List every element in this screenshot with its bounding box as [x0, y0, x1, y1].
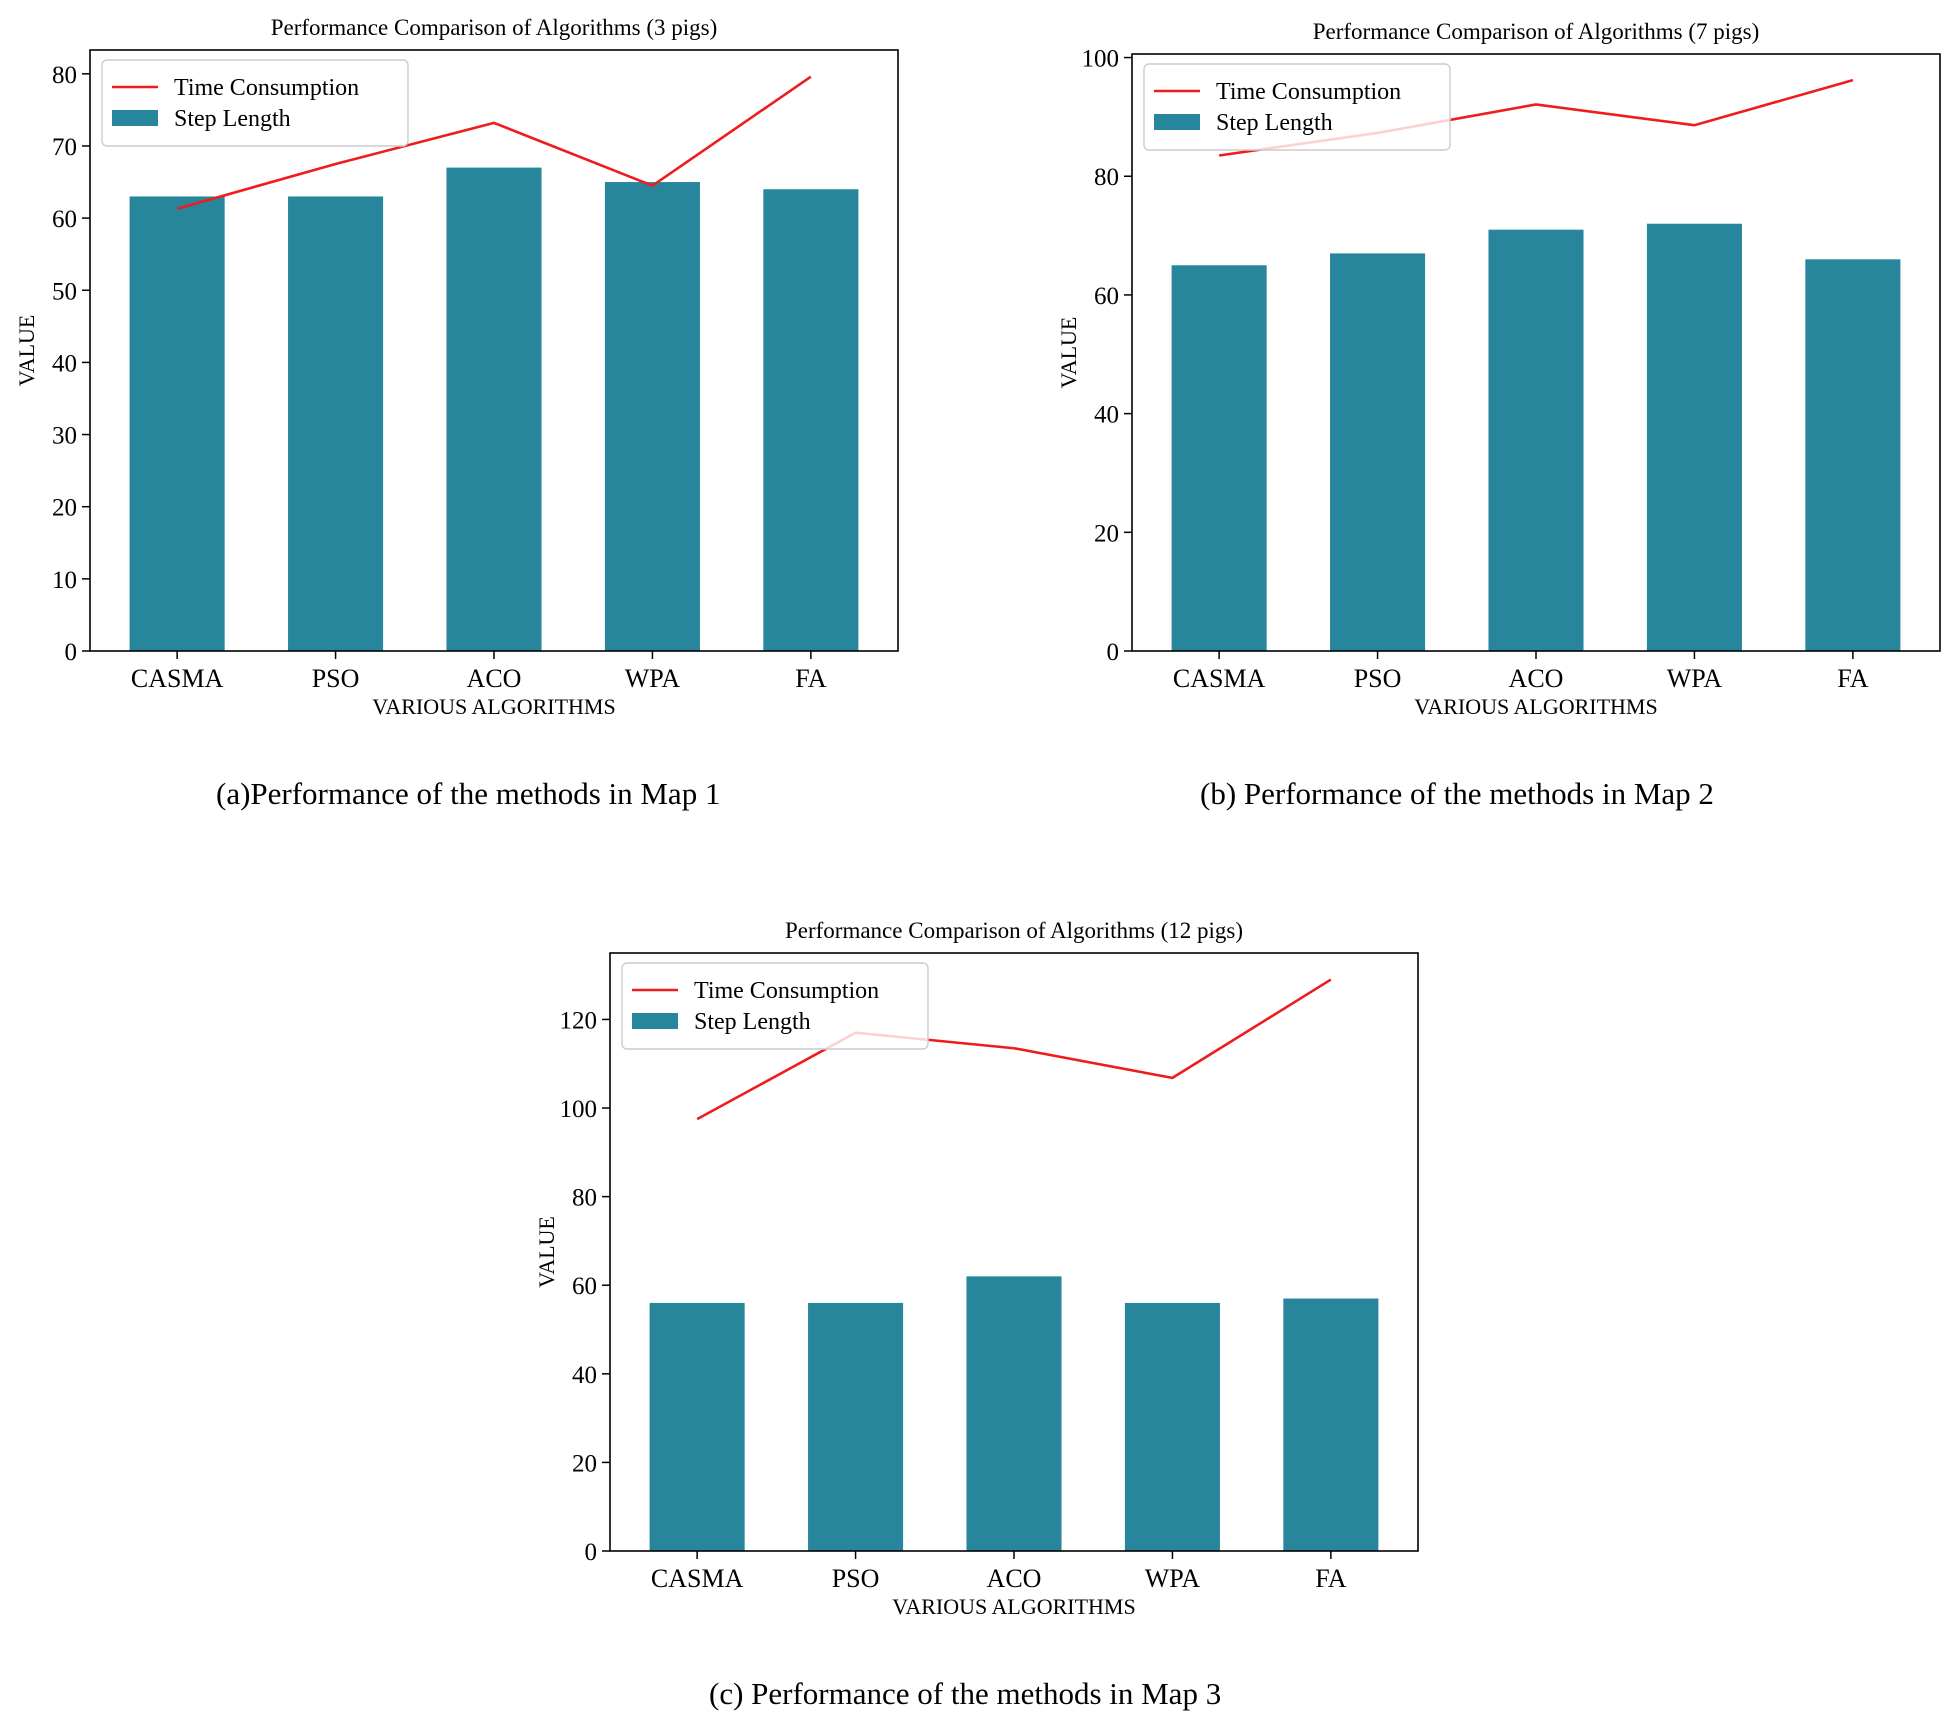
x-tick-label: FA [1837, 664, 1869, 693]
legend-box [1143, 63, 1451, 151]
bar-step-length-fa [1283, 1298, 1379, 1551]
legend-box [621, 962, 929, 1050]
bar-step-length-fa [1805, 259, 1901, 651]
legend-bar-swatch [632, 1013, 678, 1029]
chart-map-3: Performance Comparison of Algorithms (12… [534, 918, 1419, 1619]
y-tick-label: 20 [52, 495, 77, 522]
y-tick-label: 20 [1094, 520, 1119, 547]
bar-step-length-wpa [1646, 223, 1742, 651]
bar-step-length-pso [808, 1302, 904, 1551]
y-tick-label: 0 [65, 639, 78, 666]
y-tick-label: 60 [572, 1273, 597, 1300]
y-tick-label: 70 [52, 134, 77, 161]
y-tick-label: 50 [52, 278, 77, 305]
x-tick-label: FA [1315, 1564, 1347, 1593]
chart-title: Performance Comparison of Algorithms (12… [785, 918, 1243, 943]
bar-step-length-casma [1171, 265, 1267, 651]
x-tick-label: PSO [1354, 664, 1402, 693]
legend-label-time-consumption: Time Consumption [174, 75, 359, 101]
bar-step-length-aco [1488, 229, 1584, 651]
x-tick-label: ACO [467, 664, 522, 693]
x-tick-label: FA [795, 664, 827, 693]
y-tick-label: 60 [52, 206, 77, 233]
x-tick-label: CASMA [1173, 664, 1266, 693]
y-tick-label: 80 [52, 62, 77, 89]
x-tick-label: ACO [987, 1564, 1042, 1593]
legend-label-time-consumption: Time Consumption [1216, 79, 1401, 105]
legend-label-step-length: Step Length [174, 106, 291, 132]
x-tick-label: WPA [1145, 1564, 1201, 1593]
y-axis-label: VALUE [1056, 317, 1081, 389]
y-axis-label: VALUE [14, 315, 39, 387]
y-tick-label: 30 [52, 423, 77, 450]
legend-box [101, 59, 409, 147]
y-tick-label: 40 [1094, 402, 1119, 429]
chart-map-1: Performance Comparison of Algorithms (3 … [14, 15, 899, 719]
y-tick-label: 80 [572, 1185, 597, 1212]
chart-map-2: Performance Comparison of Algorithms (7 … [1056, 19, 1941, 719]
bar-step-length-fa [763, 189, 859, 651]
x-tick-label: CASMA [131, 664, 224, 693]
legend-label-step-length: Step Length [1216, 110, 1333, 136]
bar-step-length-aco [446, 167, 542, 651]
x-tick-label: WPA [1667, 664, 1723, 693]
y-tick-label: 40 [572, 1362, 597, 1389]
x-tick-label: PSO [832, 1564, 880, 1593]
y-tick-label: 80 [1094, 164, 1119, 191]
bar-step-length-pso [1330, 253, 1426, 651]
y-tick-label: 100 [560, 1096, 598, 1123]
bar-step-length-aco [966, 1276, 1062, 1551]
x-axis-label: VARIOUS ALGORITHMS [372, 694, 615, 719]
y-tick-label: 10 [52, 567, 77, 594]
x-tick-label: ACO [1509, 664, 1564, 693]
y-tick-label: 0 [585, 1539, 598, 1566]
y-tick-label: 100 [1082, 46, 1120, 73]
y-tick-label: 40 [52, 350, 77, 377]
legend-label-time-consumption: Time Consumption [694, 978, 879, 1004]
x-tick-label: CASMA [651, 1564, 744, 1593]
legend-bar-swatch [1154, 114, 1200, 130]
y-axis-label: VALUE [534, 1216, 559, 1288]
legend-bar-swatch [112, 110, 158, 126]
caption-map-2: (b) Performance of the methods in Map 2 [1200, 776, 1714, 811]
bar-step-length-casma [649, 1302, 745, 1551]
caption-map-1: (a)Performance of the methods in Map 1 [216, 776, 721, 811]
bar-step-length-wpa [1124, 1302, 1220, 1551]
chart-title: Performance Comparison of Algorithms (3 … [271, 15, 718, 40]
chart-title: Performance Comparison of Algorithms (7 … [1313, 19, 1760, 44]
bar-step-length-wpa [604, 182, 700, 651]
x-axis-label: VARIOUS ALGORITHMS [892, 1594, 1135, 1619]
x-tick-label: PSO [312, 664, 360, 693]
legend-label-step-length: Step Length [694, 1009, 811, 1035]
y-tick-label: 120 [560, 1007, 598, 1034]
y-tick-label: 0 [1107, 639, 1120, 666]
y-tick-label: 20 [572, 1450, 597, 1477]
caption-map-3: (c) Performance of the methods in Map 3 [709, 1676, 1222, 1711]
bar-step-length-pso [288, 196, 384, 651]
bar-step-length-casma [129, 196, 225, 651]
x-axis-label: VARIOUS ALGORITHMS [1414, 694, 1657, 719]
y-tick-label: 60 [1094, 283, 1119, 310]
x-tick-label: WPA [625, 664, 681, 693]
